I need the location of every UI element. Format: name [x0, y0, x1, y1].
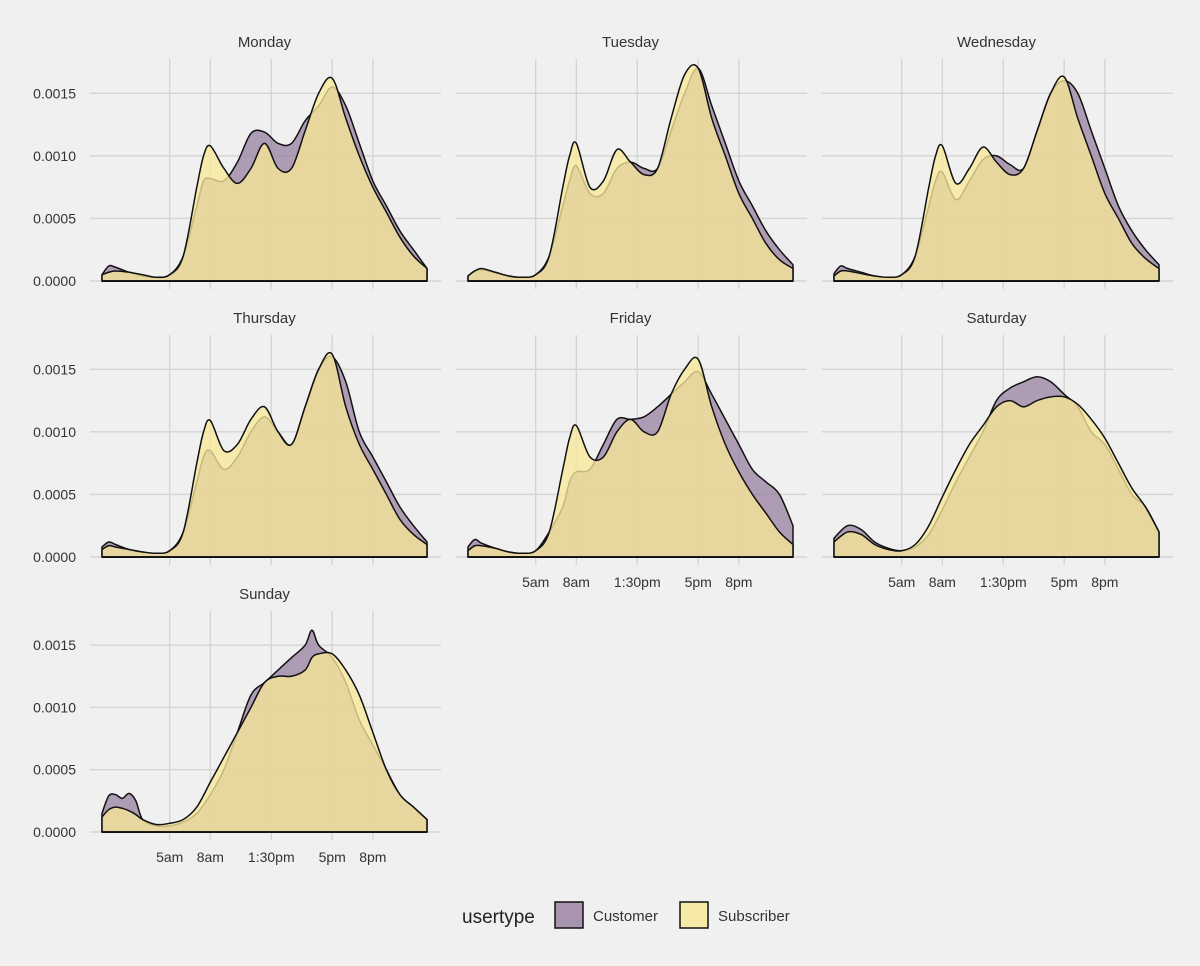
facet-panel-monday: Monday 0.0000 0.0005 0.0010 0.0015	[33, 34, 441, 289]
facet-title: Saturday	[966, 310, 1027, 327]
y-tick-label: 0.0015	[33, 361, 76, 377]
facet-panel-sunday: Sunday 0.0000 0.0005 0.0010 0.0015 5am 8am 1:30…	[33, 586, 441, 865]
legend-label-customer: Customer	[593, 908, 658, 925]
x-tick-label: 1:30pm	[980, 574, 1027, 590]
y-tick-label: 0.0000	[33, 549, 76, 565]
y-tick-label: 0.0010	[33, 148, 76, 164]
y-tick-label: 0.0005	[33, 486, 76, 502]
x-tick-label: 5am	[522, 574, 549, 590]
facet-title: Wednesday	[957, 34, 1036, 51]
facet-title: Monday	[238, 34, 292, 51]
x-tick-label: 8pm	[725, 574, 752, 590]
facet-panel-wednesday: Wednesday	[822, 34, 1173, 289]
density-area-subscriber	[101, 651, 428, 833]
facet-title: Tuesday	[602, 34, 659, 51]
x-tick-label: 5pm	[685, 574, 712, 590]
facet-panel-tuesday: Tuesday	[456, 34, 807, 289]
x-tick-label: 8am	[197, 849, 224, 865]
density-area-subscriber	[833, 395, 1160, 558]
x-tick-label: 8am	[563, 574, 590, 590]
x-tick-label: 1:30pm	[248, 849, 295, 865]
facet-title: Friday	[610, 310, 652, 327]
x-tick-label: 5am	[888, 574, 915, 590]
x-tick-label: 8am	[929, 574, 956, 590]
x-tick-label: 5am	[156, 849, 183, 865]
y-tick-label: 0.0015	[33, 637, 76, 653]
density-area-subscriber	[833, 75, 1160, 282]
facet-panel-friday: Friday 5am 8am 1:30pm 5pm 8pm	[456, 310, 807, 590]
x-tick-label: 5pm	[1051, 574, 1078, 590]
legend-title: usertype	[462, 907, 535, 928]
facet-title: Thursday	[233, 310, 296, 327]
density-area-subscriber	[101, 76, 428, 282]
facet-panels: Monday 0.0000 0.0005 0.0010 0.0015 Tuesday Wed…	[33, 34, 1173, 865]
y-tick-label: 0.0015	[33, 85, 76, 101]
y-tick-label: 0.0010	[33, 424, 76, 440]
y-tick-label: 0.0010	[33, 699, 76, 715]
legend: usertype Customer Subscriber	[462, 901, 790, 929]
y-tick-label: 0.0005	[33, 762, 76, 778]
y-tick-label: 0.0000	[33, 273, 76, 289]
density-area-subscriber	[101, 351, 428, 558]
legend-swatch-customer	[554, 901, 584, 929]
x-tick-label: 1:30pm	[614, 574, 661, 590]
facet-title: Sunday	[239, 586, 290, 603]
density-area-subscriber	[467, 64, 794, 282]
legend-swatch-subscriber	[679, 901, 709, 929]
facet-panel-thursday: Thursday 0.0000 0.0005 0.0010 0.0015	[33, 310, 441, 565]
y-tick-label: 0.0000	[33, 824, 76, 840]
x-tick-label: 8pm	[1091, 574, 1118, 590]
x-tick-label: 5pm	[319, 849, 346, 865]
legend-label-subscriber: Subscriber	[718, 908, 790, 925]
facet-panel-saturday: Saturday 5am 8am 1:30pm 5pm 8pm	[822, 310, 1173, 590]
density-area-subscriber	[467, 356, 794, 558]
y-tick-label: 0.0005	[33, 210, 76, 226]
x-tick-label: 8pm	[359, 849, 386, 865]
